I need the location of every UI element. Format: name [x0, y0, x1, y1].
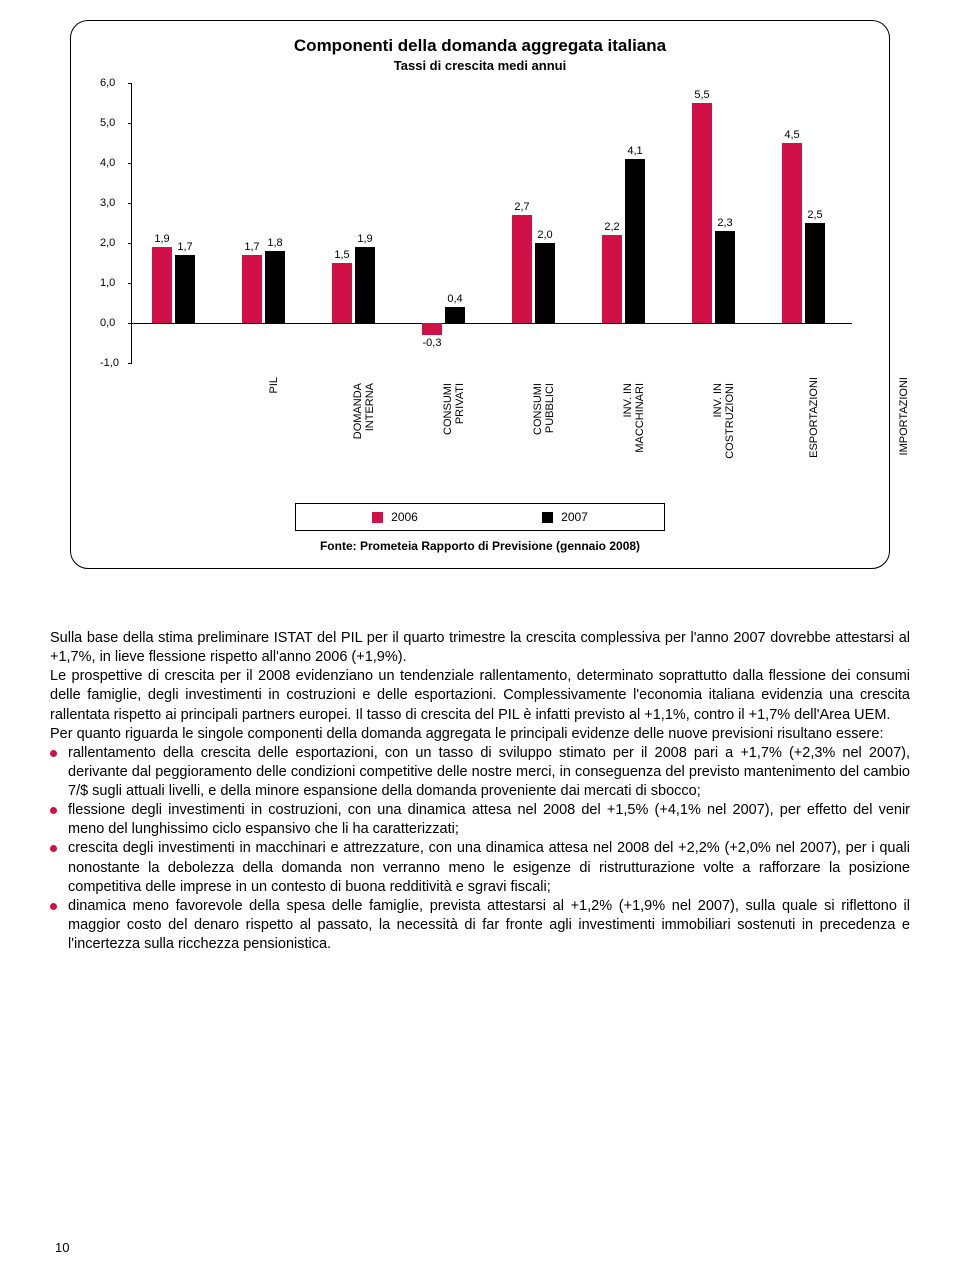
legend-item-2007: 2007 [542, 510, 588, 524]
bar [715, 231, 735, 323]
bullet-2: flessione degli investimenti in costruzi… [50, 801, 910, 839]
legend-swatch-2007 [542, 512, 553, 523]
legend-label-2006: 2006 [391, 510, 418, 524]
y-tick-label: 4,0 [100, 157, 115, 169]
bar-value-label: 2,3 [710, 217, 740, 229]
bar-value-label: 4,5 [777, 129, 807, 141]
y-tick-label: 2,0 [100, 237, 115, 249]
bar [152, 247, 172, 323]
bar [445, 307, 465, 323]
bar-value-label: 4,1 [620, 145, 650, 157]
bar-value-label: 1,5 [327, 249, 357, 261]
y-tick-label: 1,0 [100, 277, 115, 289]
body-text: Sulla base della stima preliminare ISTAT… [50, 629, 910, 954]
paragraph-1: Sulla base della stima preliminare ISTAT… [50, 629, 910, 667]
x-category-label: PIL [268, 377, 280, 477]
y-tick-label: 5,0 [100, 117, 115, 129]
x-category-label: CONSUMI PRIVATI [442, 383, 466, 483]
chart-legend: 2006 2007 [295, 503, 665, 531]
legend-swatch-2006 [372, 512, 383, 523]
y-tick-label: -1,0 [100, 357, 119, 369]
bar [512, 215, 532, 323]
bar [332, 263, 352, 323]
chart-subtitle: Tassi di crescita medi annui [96, 58, 864, 73]
bar [175, 255, 195, 323]
bar-value-label: 2,2 [597, 221, 627, 233]
y-tick-label: 0,0 [100, 317, 115, 329]
page-number: 10 [55, 1240, 69, 1255]
bar [265, 251, 285, 323]
bar [242, 255, 262, 323]
x-category-label: DOMANDA INTERNA [352, 383, 376, 483]
bar-value-label: 1,9 [350, 233, 380, 245]
bar-value-label: 1,8 [260, 237, 290, 249]
x-category-label: IMPORTAZIONI [898, 377, 910, 477]
chart-container: Componenti della domanda aggregata itali… [70, 20, 890, 569]
paragraph-3: Per quanto riguarda le singole component… [50, 725, 910, 744]
bar-value-label: 2,5 [800, 209, 830, 221]
bar-value-label: 1,7 [170, 241, 200, 253]
bar [692, 103, 712, 323]
bar [625, 159, 645, 323]
bullet-3: crescita degli investimenti in macchinar… [50, 839, 910, 896]
bar [422, 323, 442, 335]
bar [535, 243, 555, 323]
bullet-4: dinamica meno favorevole della spesa del… [50, 897, 910, 954]
bar [602, 235, 622, 323]
paragraph-2: Le prospettive di crescita per il 2008 e… [50, 667, 910, 724]
y-tick-label: 3,0 [100, 197, 115, 209]
legend-item-2006: 2006 [372, 510, 418, 524]
bar [782, 143, 802, 323]
x-category-label: ESPORTAZIONI [808, 377, 820, 477]
x-category-label: CONSUMI PUBBLICI [532, 383, 556, 483]
chart-plot-area: -1,00,01,02,03,04,05,06,01,91,7PIL1,71,8… [131, 83, 864, 433]
x-category-label: INV. IN MACCHINARI [622, 383, 646, 483]
bar-value-label: 0,4 [440, 293, 470, 305]
x-category-label: INV. IN COSTRUZIONI [712, 383, 736, 483]
bar-value-label: 2,0 [530, 229, 560, 241]
bar-value-label: 5,5 [687, 89, 717, 101]
bar-value-label: -0,3 [417, 337, 447, 349]
legend-label-2007: 2007 [561, 510, 588, 524]
bar [355, 247, 375, 323]
bullet-1: rallentamento della crescita delle espor… [50, 744, 910, 801]
chart-source: Fonte: Prometeia Rapporto di Previsione … [96, 539, 864, 553]
bar-value-label: 2,7 [507, 201, 537, 213]
bar [805, 223, 825, 323]
chart-title: Componenti della domanda aggregata itali… [96, 36, 864, 56]
y-tick-label: 6,0 [100, 77, 115, 89]
